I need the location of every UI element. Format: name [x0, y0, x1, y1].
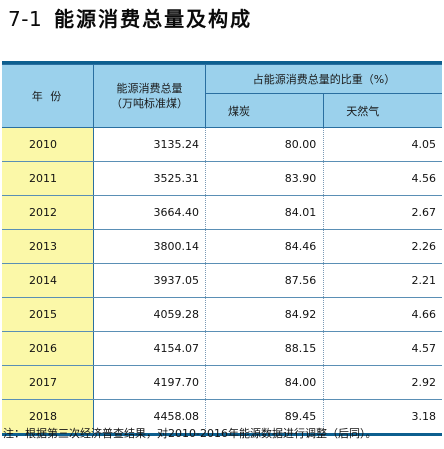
table-title: 7-1 能源消费总量及构成	[8, 7, 252, 31]
coal-share-cell: 89.45	[204, 399, 325, 433]
table-row: 2016 4154.07 88.15 4.57	[2, 331, 442, 366]
coal-share-cell: 88.15	[204, 331, 325, 366]
year-cell: 2010	[2, 127, 94, 162]
total-cell: 4197.70	[93, 365, 206, 400]
table-row: 2017 4197.70 84.00 2.92	[2, 365, 442, 400]
table-row: 2012 3664.40 84.01 2.67	[2, 195, 442, 230]
gas-share-cell: 4.66	[323, 297, 442, 332]
share-group-header: 占能源消费总量的比重（%）	[205, 64, 442, 94]
total-cell: 3937.05	[93, 263, 206, 298]
coal-share-cell: 84.01	[204, 195, 325, 230]
gas-share-cell: 4.56	[323, 161, 442, 196]
year-cell: 2017	[2, 365, 94, 400]
table-row: 2015 4059.28 84.92 4.66	[2, 297, 442, 332]
coal-share-cell: 84.00	[204, 365, 325, 400]
year-cell: 2014	[2, 263, 94, 298]
total-cell: 4154.07	[93, 331, 206, 366]
table-name: 能源消费总量及构成	[54, 7, 253, 31]
gas-share-cell: 2.26	[323, 229, 442, 264]
top-rule	[2, 61, 442, 64]
total-header-line1: 能源消费总量	[116, 82, 183, 95]
table-row: 2018 4458.08 89.45 3.18	[2, 399, 442, 433]
year-cell: 2011	[2, 161, 94, 196]
gas-share-cell: 4.57	[323, 331, 442, 366]
coal-header: 煤炭	[204, 93, 325, 128]
gas-share-cell: 3.18	[323, 399, 442, 433]
coal-share-cell: 87.56	[204, 263, 325, 298]
table-row: 2014 3937.05 87.56 2.21	[2, 263, 442, 298]
coal-share-cell: 80.00	[204, 127, 325, 162]
coal-share-cell: 84.46	[204, 229, 325, 264]
energy-table: 年 份 能源消费总量 （万吨标准煤） 占能源消费总量的比重（%） 煤炭 天然气 …	[2, 61, 442, 436]
gas-share-cell: 2.21	[323, 263, 442, 298]
year-cell: 2013	[2, 229, 94, 264]
total-cell: 4458.08	[93, 399, 206, 433]
total-header: 能源消费总量 （万吨标准煤）	[93, 64, 206, 128]
year-header: 年 份	[2, 64, 94, 128]
gas-share-cell: 2.67	[323, 195, 442, 230]
table-number: 7-1	[8, 7, 43, 31]
coal-share-cell: 84.92	[204, 297, 325, 332]
coal-share-cell: 83.90	[204, 161, 325, 196]
total-cell: 4059.28	[93, 297, 206, 332]
total-header-line2: （万吨标准煤）	[111, 97, 188, 110]
total-cell: 3135.24	[93, 127, 206, 162]
table-row: 2013 3800.14 84.46 2.26	[2, 229, 442, 264]
gas-share-cell: 2.92	[323, 365, 442, 400]
gas-share-cell: 4.05	[323, 127, 442, 162]
data-table: 年 份 能源消费总量 （万吨标准煤） 占能源消费总量的比重（%） 煤炭 天然气 …	[2, 64, 442, 433]
table-row: 2010 3135.24 80.00 4.05	[2, 127, 442, 162]
gas-header: 天然气	[323, 93, 442, 128]
total-cell: 3800.14	[93, 229, 206, 264]
total-cell: 3664.40	[93, 195, 206, 230]
year-cell: 2015	[2, 297, 94, 332]
year-cell: 2016	[2, 331, 94, 366]
total-cell: 3525.31	[93, 161, 206, 196]
footnote: 注：根据第三次经济普查结果，对2010-2016年能源数据进行调整（后同）。	[3, 427, 377, 440]
bottom-rule	[2, 433, 442, 436]
year-cell: 2012	[2, 195, 94, 230]
year-cell: 2018	[2, 399, 94, 433]
table-row: 2011 3525.31 83.90 4.56	[2, 161, 442, 196]
